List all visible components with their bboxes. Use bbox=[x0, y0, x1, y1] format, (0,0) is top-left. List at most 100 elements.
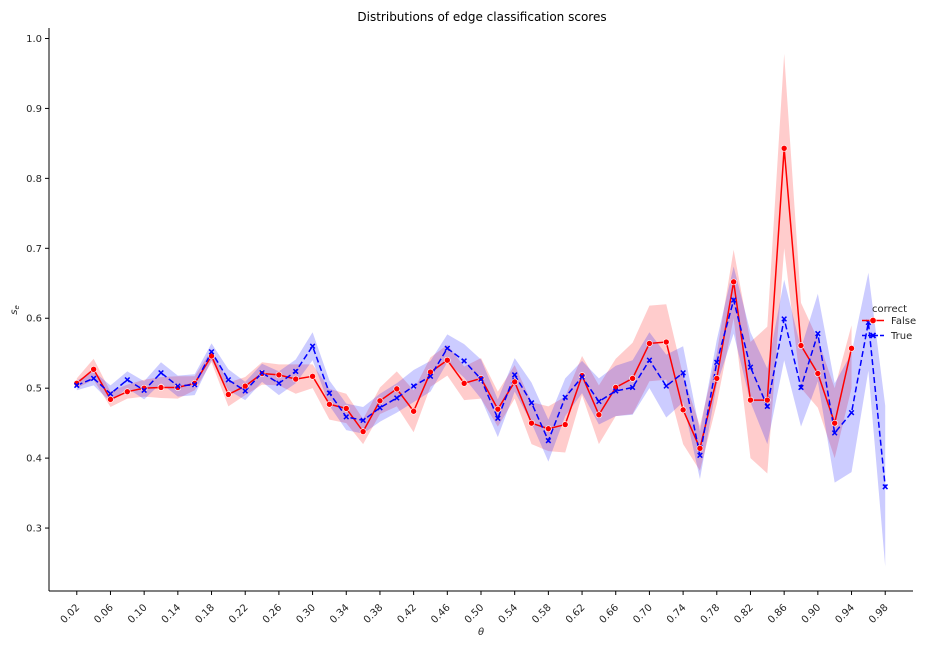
x-axis-label: θ bbox=[478, 627, 484, 638]
y-tick-label: 0.7 bbox=[26, 244, 42, 255]
point-false bbox=[629, 375, 636, 382]
point-false bbox=[747, 396, 754, 404]
x-tick-label: 0.74 bbox=[665, 602, 689, 626]
point-true bbox=[848, 409, 855, 416]
point-false bbox=[561, 421, 569, 428]
point-false bbox=[444, 356, 451, 364]
point-false bbox=[174, 384, 182, 391]
point-true bbox=[208, 348, 215, 355]
legend-title: correct bbox=[872, 304, 907, 315]
x-tick-label: 0.70 bbox=[631, 602, 655, 626]
point-true bbox=[107, 390, 114, 397]
point-true bbox=[292, 368, 299, 375]
x-tick-label: 0.78 bbox=[699, 602, 723, 626]
legend-entry-false: False bbox=[862, 316, 916, 327]
point-true bbox=[427, 373, 434, 380]
ci-band-true bbox=[76, 266, 886, 567]
x-tick-label: 0.06 bbox=[92, 602, 116, 626]
x-tick-label: 0.18 bbox=[193, 602, 217, 626]
x-tick-label: 0.42 bbox=[396, 602, 420, 626]
point-true bbox=[444, 345, 451, 352]
legend: correct False True bbox=[862, 304, 916, 342]
point-false bbox=[124, 388, 131, 395]
point-true bbox=[124, 376, 131, 383]
point-true bbox=[596, 398, 602, 405]
point-true bbox=[242, 388, 249, 394]
chart-title: Distributions of edge classification sco… bbox=[357, 10, 606, 24]
point-true bbox=[225, 376, 232, 383]
point-true bbox=[360, 417, 366, 424]
point-true bbox=[713, 359, 720, 366]
x-tick-label: 0.46 bbox=[429, 602, 453, 626]
point-true bbox=[663, 383, 670, 389]
x-tick-label: 0.30 bbox=[294, 602, 318, 626]
point-true bbox=[528, 400, 535, 406]
point-false bbox=[848, 345, 855, 352]
point-true bbox=[545, 437, 552, 444]
x-tick-label: 0.62 bbox=[564, 602, 588, 626]
point-false bbox=[797, 342, 805, 349]
legend-entry-true: True bbox=[862, 331, 912, 342]
point-true bbox=[730, 297, 737, 303]
point-false bbox=[595, 411, 603, 419]
point-true bbox=[158, 369, 164, 376]
point-true bbox=[175, 383, 181, 389]
confidence-bands bbox=[76, 53, 886, 567]
point-false bbox=[662, 338, 670, 346]
point-false bbox=[376, 397, 384, 405]
y-axis-label: se bbox=[9, 305, 21, 315]
y-tick-label: 1.0 bbox=[26, 34, 42, 45]
x-tick-label: 0.34 bbox=[328, 602, 352, 626]
point-true bbox=[326, 390, 333, 396]
y-axis-ticks: 0.3 0.4 0.5 0.6 0.7 0.8 0.9 1.0 bbox=[26, 34, 49, 535]
point-false bbox=[511, 378, 518, 386]
point-false bbox=[225, 391, 232, 398]
x-tick-label: 0.54 bbox=[497, 602, 521, 626]
point-false bbox=[326, 400, 333, 408]
x-tick-label: 0.14 bbox=[160, 602, 184, 626]
point-true bbox=[377, 404, 383, 411]
point-true bbox=[259, 369, 265, 376]
x-tick-label: 0.38 bbox=[362, 602, 386, 626]
point-true bbox=[798, 384, 804, 391]
x-tick-label: 0.66 bbox=[598, 602, 622, 626]
point-false bbox=[460, 379, 468, 387]
x-tick-label: 0.50 bbox=[463, 602, 487, 626]
point-false bbox=[157, 384, 165, 391]
x-tick-label: 0.02 bbox=[59, 602, 83, 626]
point-false bbox=[545, 425, 552, 433]
y-tick-label: 0.6 bbox=[26, 314, 42, 325]
point-false bbox=[831, 419, 838, 427]
y-tick-label: 0.9 bbox=[26, 104, 42, 115]
point-false bbox=[208, 352, 215, 360]
point-false bbox=[107, 396, 114, 403]
point-true bbox=[191, 381, 198, 388]
point-false bbox=[646, 340, 653, 347]
point-true bbox=[562, 394, 569, 401]
series-markers bbox=[73, 144, 889, 490]
point-true bbox=[393, 395, 400, 401]
point-false bbox=[764, 396, 771, 404]
point-false bbox=[679, 406, 687, 414]
point-true bbox=[73, 382, 80, 389]
point-true bbox=[410, 383, 417, 389]
point-true bbox=[882, 483, 889, 490]
ci-band-false bbox=[76, 53, 852, 474]
point-true bbox=[680, 369, 686, 376]
point-false bbox=[393, 385, 401, 393]
point-false bbox=[814, 370, 822, 377]
point-false bbox=[696, 445, 704, 452]
point-true bbox=[646, 357, 653, 364]
point-false bbox=[730, 278, 737, 286]
x-tick-label: 0.98 bbox=[867, 602, 891, 626]
point-true bbox=[495, 415, 501, 422]
x-tick-label: 0.26 bbox=[261, 602, 285, 626]
point-true bbox=[747, 364, 754, 371]
point-false bbox=[191, 379, 198, 387]
point-true bbox=[697, 452, 703, 459]
x-tick-label: 0.22 bbox=[227, 602, 251, 626]
x-tick-label: 0.90 bbox=[800, 602, 824, 626]
x-tick-label: 0.86 bbox=[766, 602, 790, 626]
x-tick-label: 0.94 bbox=[833, 602, 857, 626]
